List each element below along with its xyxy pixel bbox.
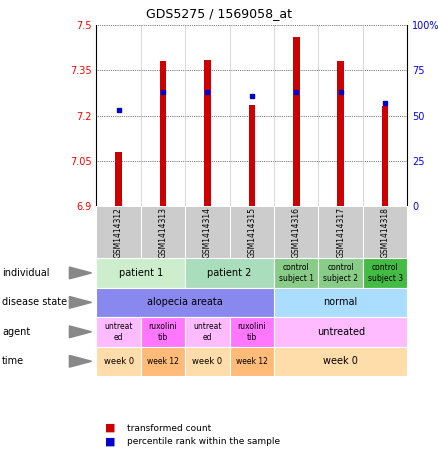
Text: week 12: week 12 [147, 357, 179, 366]
Bar [337, 61, 344, 206]
Text: ruxolini
tib: ruxolini tib [148, 322, 177, 342]
Text: GSM1414315: GSM1414315 [247, 207, 256, 258]
Text: ■: ■ [105, 437, 116, 447]
Polygon shape [69, 267, 92, 279]
Text: transformed count: transformed count [127, 424, 211, 433]
Text: control
subject 1: control subject 1 [279, 263, 314, 283]
Text: GSM1414312: GSM1414312 [114, 207, 123, 258]
Polygon shape [69, 356, 92, 367]
Text: alopecia areata: alopecia areata [147, 297, 223, 308]
Text: patient 2: patient 2 [208, 268, 252, 278]
Text: GSM1414317: GSM1414317 [336, 207, 345, 258]
Text: percentile rank within the sample: percentile rank within the sample [127, 437, 280, 446]
Text: week 0: week 0 [192, 357, 223, 366]
Text: untreated: untreated [317, 327, 365, 337]
Text: GDS5275 / 1569058_at: GDS5275 / 1569058_at [146, 7, 292, 20]
Text: week 0: week 0 [103, 357, 134, 366]
Bar [204, 60, 211, 206]
Text: GSM1414318: GSM1414318 [381, 207, 390, 258]
Text: control
subject 3: control subject 3 [367, 263, 403, 283]
Bar [115, 152, 122, 206]
Text: normal: normal [324, 297, 358, 308]
Bar [248, 105, 255, 206]
Polygon shape [69, 297, 92, 308]
Bar [293, 37, 300, 206]
Text: untreat
ed: untreat ed [104, 322, 133, 342]
Bar [382, 106, 389, 206]
Text: GSM1414316: GSM1414316 [292, 207, 301, 258]
Text: ruxolini
tib: ruxolini tib [237, 322, 266, 342]
Text: GSM1414314: GSM1414314 [203, 207, 212, 258]
Text: ■: ■ [105, 423, 116, 433]
Text: week 0: week 0 [323, 356, 358, 366]
Text: untreat
ed: untreat ed [193, 322, 222, 342]
Text: individual: individual [2, 268, 49, 278]
Text: time: time [2, 356, 24, 366]
Text: patient 1: patient 1 [119, 268, 163, 278]
Polygon shape [69, 326, 92, 338]
Bar [160, 61, 166, 206]
Text: week 12: week 12 [236, 357, 268, 366]
Text: disease state: disease state [2, 297, 67, 308]
Text: agent: agent [2, 327, 30, 337]
Text: GSM1414313: GSM1414313 [159, 207, 167, 258]
Text: control
subject 2: control subject 2 [323, 263, 358, 283]
